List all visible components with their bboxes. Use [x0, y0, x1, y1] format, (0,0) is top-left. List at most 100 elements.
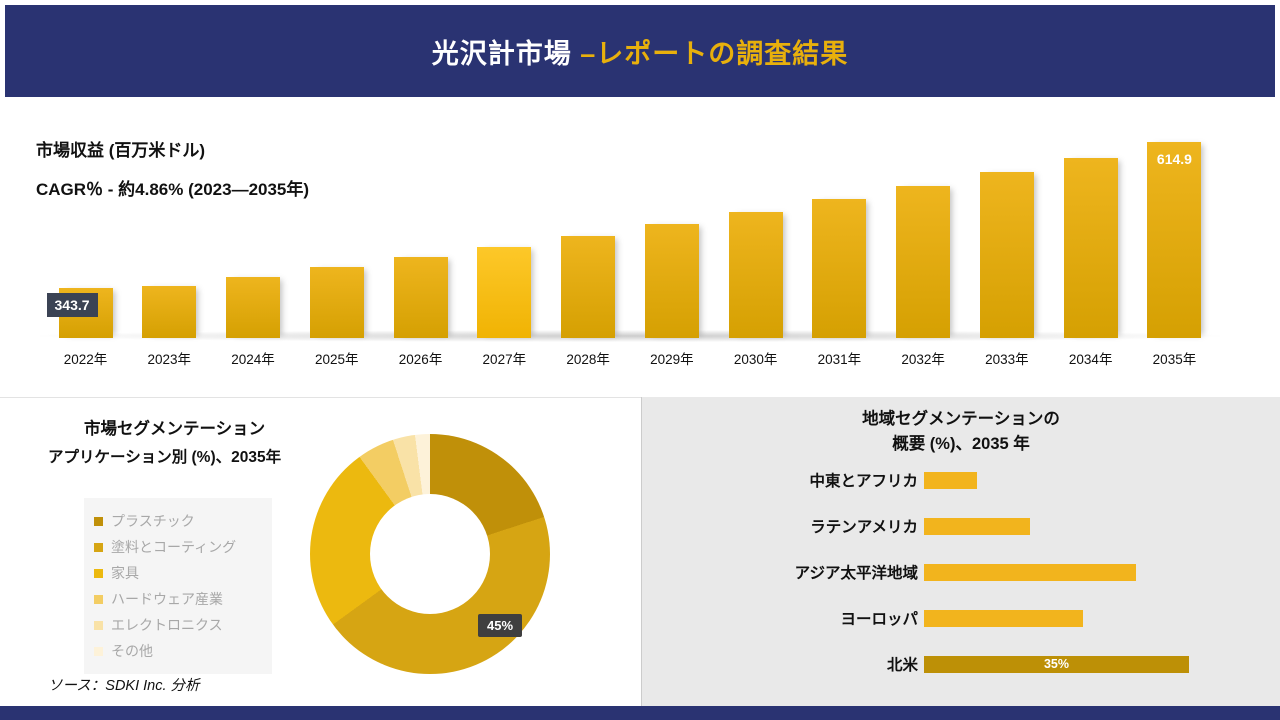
source-note: ソース：SDKI Inc. 分析	[48, 678, 200, 694]
first-bar-value-label: 343.7	[46, 293, 98, 317]
revenue-bar	[896, 186, 951, 338]
revenue-bar-column: 2033年	[966, 172, 1047, 368]
region-row: 北米 35%	[662, 641, 1274, 687]
legend-item: その他	[94, 638, 256, 664]
legend-swatch	[94, 542, 103, 552]
region-bar	[924, 471, 977, 489]
regional-title-line2: 概要 (%)、2035 年	[892, 435, 1030, 453]
region-row: ラテンアメリカ	[662, 503, 1274, 549]
year-label: 2028年	[566, 352, 610, 367]
revenue-bar	[226, 277, 281, 338]
year-label: 2026年	[398, 352, 443, 367]
page-title-market: 光沢計市場	[431, 38, 581, 69]
revenue-bar-column: 2026年	[380, 257, 461, 368]
revenue-bar-column: 2030年	[715, 212, 796, 368]
legend-item: 家具	[94, 560, 256, 586]
region-bar	[924, 609, 1083, 627]
year-label: 2029年	[650, 352, 694, 367]
region-bar: 35%	[924, 655, 1189, 673]
regional-bar-chart: 中東とアフリカ ラテンアメリカアジア太平洋地域ヨーロッパ北米 35%	[662, 457, 1274, 687]
revenue-bar	[812, 199, 867, 338]
region-bar	[924, 563, 1136, 581]
donut-value-badge: 45%	[478, 614, 523, 637]
region-label: ラテンアメリカ	[810, 519, 918, 536]
year-label: 2024年	[231, 352, 275, 367]
year-label: 2034年	[1068, 352, 1113, 367]
legend-label: プラスチック	[111, 513, 195, 529]
regional-segmentation-panel: 地域セグメンテーションの 概要 (%)、2035 年 中東とアフリカ ラテンアメリ…	[641, 397, 1280, 706]
region-label: 中東とアフリカ	[809, 473, 918, 490]
header-banner: 光沢計市場 –レポートの調査結果	[5, 5, 1275, 97]
legend-swatch	[94, 516, 103, 526]
region-label: 北米	[886, 657, 918, 674]
donut-hole	[370, 494, 490, 614]
region-row: アジア太平洋地域	[662, 549, 1274, 595]
year-label: 2027年	[482, 352, 527, 367]
legend-item: エレクトロニクス	[94, 612, 256, 638]
revenue-bar-column: 2023年	[129, 286, 210, 368]
revenue-bar	[142, 286, 197, 338]
region-row: ヨーロッパ	[662, 595, 1274, 641]
revenue-bar	[728, 212, 783, 338]
revenue-bar-column: 2024年	[213, 277, 294, 368]
legend-swatch	[94, 594, 103, 604]
last-bar-value-label: 614.9	[1156, 151, 1192, 167]
year-label: 2032年	[901, 352, 945, 367]
page-title: 光沢計市場 –レポートの調査結果	[432, 32, 849, 71]
revenue-bar	[644, 224, 699, 338]
page-title-report: –レポートの調査結果	[580, 38, 849, 69]
revenue-bar	[309, 267, 364, 338]
regional-title: 地域セグメンテーションの 概要 (%)、2035 年	[642, 407, 1280, 457]
region-row: 中東とアフリカ	[662, 457, 1274, 503]
application-segmentation-panel: 市場セグメンテーション アプリケーション別 (%)、2035年 プラスチック塗料…	[0, 397, 641, 706]
revenue-bar-column: 2028年	[548, 236, 629, 368]
footer-bar	[0, 706, 1280, 720]
region-label: アジア太平洋地域	[794, 565, 918, 582]
revenue-bar-column: 614.9 2035年	[1134, 142, 1215, 368]
revenue-bar	[393, 257, 448, 338]
year-label: 2022年	[63, 352, 108, 367]
year-label: 2025年	[315, 352, 359, 367]
legend-label: ハードウェア産業	[111, 591, 223, 607]
revenue-bar	[561, 236, 616, 338]
year-label: 2035年	[1152, 352, 1197, 367]
year-label: 2023年	[147, 352, 192, 367]
legend-item: ハードウェア産業	[94, 586, 256, 612]
revenue-bar-column: 2031年	[799, 199, 880, 368]
revenue-bar-column: 2034年	[1050, 158, 1131, 368]
cagr-heading: CAGR％ - 約4.86% (2023―2035年)	[36, 180, 310, 199]
legend-label: エレクトロニクス	[111, 617, 223, 633]
year-label: 2033年	[985, 352, 1029, 367]
segmentation-subtitle: アプリケーション別 (%)、2035年	[48, 449, 282, 466]
segmentation-title: 市場セグメンテーション	[84, 420, 266, 438]
year-label: 2030年	[733, 352, 778, 367]
legend-item: 塗料とコーティング	[94, 534, 256, 560]
legend-label: その他	[111, 643, 153, 659]
region-bar	[924, 517, 1030, 535]
revenue-headings: 市場収益 (百万米ドル) CAGR％ - 約4.86% (2023―2035年)	[36, 136, 309, 200]
revenue-bar-column: 343.7 2022年	[45, 288, 126, 368]
revenue-unit-heading: 市場収益 (百万米ドル)	[36, 141, 206, 160]
revenue-bar: 614.9	[1147, 142, 1202, 338]
legend-label: 塗料とコーティング	[111, 539, 237, 555]
region-bar-value-label: 35%	[1043, 657, 1070, 671]
legend-swatch	[94, 568, 103, 578]
legend-label: 家具	[111, 565, 139, 581]
revenue-bar: 343.7	[46, 288, 113, 338]
revenue-bar-column: 2032年	[883, 186, 964, 368]
application-donut-chart	[310, 434, 550, 674]
year-label: 2031年	[817, 352, 862, 367]
revenue-bar	[1063, 158, 1118, 338]
application-legend: プラスチック塗料とコーティング 家具ハードウェア産業 エレクトロニクス その他	[84, 498, 272, 674]
revenue-bar-column: 2027年	[464, 247, 545, 368]
revenue-bar-column: 2025年	[296, 267, 377, 368]
legend-item: プラスチック	[94, 508, 256, 534]
revenue-bar-column: 2029年	[631, 224, 712, 368]
region-label: ヨーロッパ	[840, 611, 918, 628]
legend-swatch	[94, 620, 103, 630]
legend-swatch	[94, 646, 103, 656]
revenue-bar-chart: 343.7 2022年 2023年 2024年 2025年 2026年 2027年 2028年…	[40, 132, 1220, 368]
revenue-bar	[477, 247, 532, 338]
revenue-bar	[979, 172, 1034, 338]
